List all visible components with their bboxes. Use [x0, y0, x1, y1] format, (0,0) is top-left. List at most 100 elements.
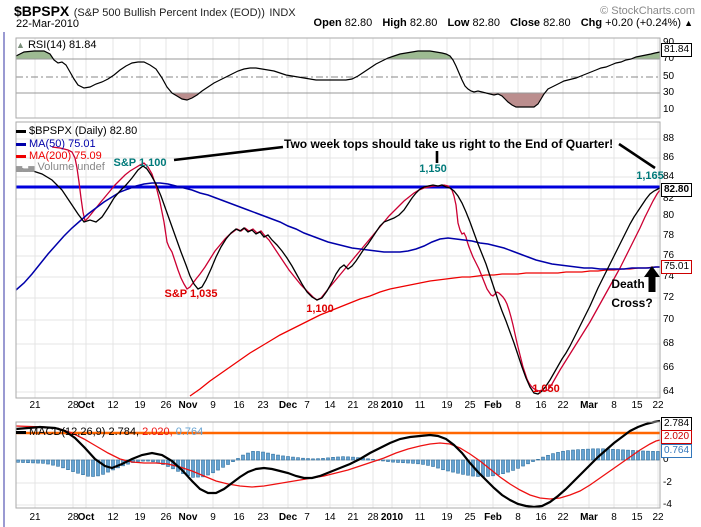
- rsi-legend: ▲ RSI(14) 81.84: [16, 39, 96, 51]
- exchange-label: INDX: [269, 7, 296, 19]
- y-axis-label: 82: [663, 193, 675, 204]
- macd-signal-line: [15, 425, 661, 500]
- macd-histogram-bar: [416, 459, 420, 465]
- macd-histogram-bar: [46, 459, 50, 465]
- price-level-annotation: 1,050: [532, 383, 560, 395]
- macd-histogram-bar: [441, 459, 445, 471]
- price-level-annotation: Cross?: [611, 296, 653, 310]
- x-axis-tick: 16: [535, 512, 547, 523]
- chg-up-arrow-icon: ▲: [684, 18, 693, 28]
- macd-legend-hist: 0.764: [172, 426, 204, 438]
- y-axis-label: 30: [663, 87, 675, 98]
- macd-histogram-bar: [261, 451, 265, 461]
- axis-value-box: 75.01: [661, 260, 693, 274]
- death-cross-up-arrow-icon: [644, 266, 660, 292]
- x-axis-tick: 7: [304, 512, 310, 523]
- x-axis-tick: 28: [67, 512, 79, 523]
- macd-histogram-bar: [111, 459, 115, 471]
- macd-histogram-bar: [271, 453, 275, 461]
- y-axis-label: 10: [663, 104, 675, 115]
- y-axis-label: 86: [663, 152, 675, 163]
- panel-border: [15, 121, 661, 399]
- x-axis-tick: 28: [367, 512, 379, 523]
- macd-histogram-bar: [391, 459, 395, 463]
- macd-histogram-bar: [381, 459, 385, 462]
- bpspx-line-icon: [16, 129, 26, 133]
- macd-histogram-bar: [606, 448, 610, 461]
- macd-legend: MACD(12,26,9) 2.784, 2.020, 0.764: [16, 426, 203, 438]
- macd-histogram-bar: [541, 456, 545, 461]
- x-axis-tick: 21: [347, 400, 359, 411]
- x-axis-tick: 21: [29, 512, 41, 523]
- x-axis-tick: 19: [441, 400, 453, 411]
- macd-line: [15, 419, 661, 509]
- macd-histogram-bar: [191, 459, 195, 478]
- macd-histogram-bar: [536, 459, 540, 461]
- macd-histogram-bar: [646, 450, 650, 461]
- volume-legend-label: Volume undef: [37, 161, 105, 173]
- macd-histogram-bar: [451, 459, 455, 473]
- chart-date: 22-Mar-2010: [16, 18, 79, 30]
- chg-value: +0.20 (+0.24%): [605, 17, 682, 29]
- price-level-annotation: 1,100: [306, 303, 334, 315]
- axis-value-box: 0.764: [661, 444, 693, 458]
- x-axis-tick: 21: [29, 400, 41, 411]
- rsi-threshold-fill: [486, 93, 545, 107]
- y-axis-label: 76: [663, 250, 675, 261]
- rsi-threshold-fill: [386, 51, 453, 59]
- panel-border: [15, 37, 661, 119]
- macd-histogram-bar: [196, 459, 200, 478]
- macd-histogram-bar: [651, 451, 655, 461]
- macd-histogram-bar: [16, 459, 20, 463]
- macd-histogram-bar: [571, 449, 575, 461]
- x-axis-tick: Nov: [178, 512, 198, 523]
- price-level-annotation: Death: [611, 277, 645, 291]
- x-axis-tick: Dec: [278, 400, 298, 411]
- macd-histogram-bar: [216, 459, 220, 471]
- macd-histogram-bar: [411, 459, 415, 464]
- x-axis-tick: 15: [631, 400, 643, 411]
- macd-histogram-bar: [551, 453, 555, 461]
- macd-histogram-bar: [446, 459, 450, 472]
- macd-histogram-bar: [236, 458, 240, 461]
- x-axis-tick: Nov: [178, 400, 198, 411]
- macd-histogram-bar: [21, 459, 25, 463]
- macd-histogram-bar: [431, 459, 435, 467]
- macd-histogram-bar: [181, 459, 185, 474]
- chg-label: Chg: [580, 17, 603, 29]
- macd-histogram-bar: [641, 450, 645, 461]
- macd-histogram-bar: [186, 459, 190, 476]
- macd-histogram-bar: [311, 458, 315, 461]
- ohlc-quote-row: Open 82.80 High 82.80 Low 82.80 Close 82…: [307, 17, 693, 29]
- x-axis-tick: 8: [611, 512, 617, 523]
- x-axis-tick: 8: [515, 400, 521, 411]
- macd-histogram-bar: [591, 448, 595, 461]
- macd-histogram-bar: [76, 459, 80, 474]
- ma200-line: [189, 266, 660, 397]
- high-value: 82.80: [409, 17, 438, 29]
- axis-value-box: 2.020: [661, 430, 693, 444]
- macd-line-icon: [16, 430, 26, 434]
- x-axis-tick: 14: [324, 512, 336, 523]
- x-axis-tick: Mar: [580, 512, 598, 523]
- y-axis-label: 68: [663, 338, 675, 349]
- close-value: 82.80: [543, 17, 571, 29]
- macd-histogram-bar: [231, 459, 235, 462]
- rsi-legend-label: RSI(14) 81.84: [27, 39, 97, 51]
- macd-histogram-bar: [491, 459, 495, 477]
- macd-histogram-bar: [86, 459, 90, 477]
- macd-histogram-bar: [296, 457, 300, 461]
- macd-histogram-bar: [531, 459, 535, 462]
- rsi-line: [15, 50, 661, 108]
- macd-histogram-bar: [576, 449, 580, 461]
- macd-histogram-bar: [26, 459, 30, 464]
- macd-histogram-bar: [66, 459, 70, 471]
- open-label: Open: [313, 17, 342, 29]
- macd-histogram-bar: [366, 458, 370, 461]
- x-axis-tick: 16: [233, 400, 245, 411]
- low-label: Low: [447, 17, 470, 29]
- x-axis-tick: Oct: [77, 400, 95, 411]
- price-level-annotation: 1,165: [636, 170, 664, 182]
- x-axis-tick: Feb: [484, 512, 502, 523]
- macd-histogram-bar: [321, 458, 325, 461]
